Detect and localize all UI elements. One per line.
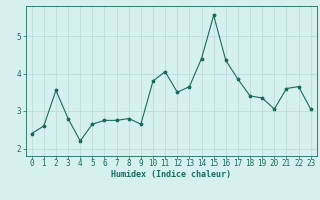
X-axis label: Humidex (Indice chaleur): Humidex (Indice chaleur) [111,170,231,179]
